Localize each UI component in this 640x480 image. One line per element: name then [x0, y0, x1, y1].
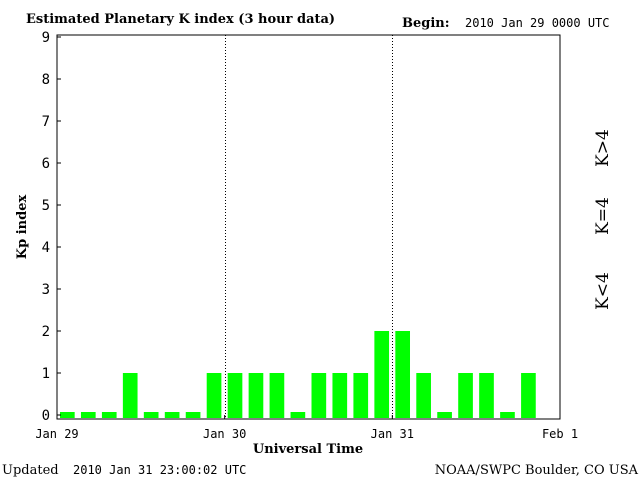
kp-bar [122, 373, 138, 418]
kp-bar [479, 373, 494, 418]
kp-bar [374, 331, 390, 418]
kp-bar [80, 412, 96, 418]
kp-bar [290, 412, 306, 418]
kp-bar [248, 373, 264, 418]
kp-bar [164, 412, 180, 418]
y-tick-label: 2 [42, 324, 50, 340]
kp-bar [395, 331, 411, 418]
kp-bar [332, 373, 348, 418]
chart-title: Estimated Planetary K index (3 hour data… [26, 12, 335, 27]
kp-bar [206, 373, 222, 418]
kp-bar [311, 373, 327, 418]
kp-bar [60, 412, 75, 418]
x-tick-label: Feb 1 [542, 427, 578, 441]
y-axis-label: Kp index [15, 195, 30, 260]
x-tick-label: Jan 30 [203, 427, 246, 441]
y-tick-label: 0 [42, 408, 50, 424]
x-tick-label: Jan 29 [35, 427, 78, 441]
begin-label: Begin: [402, 16, 450, 31]
legend-k-greater-4: K>4 [593, 129, 613, 167]
y-tick-label: 9 [42, 30, 50, 46]
begin-value: 2010 Jan 29 0000 UTC [465, 16, 610, 30]
y-tick-label: 6 [42, 156, 50, 172]
updated-label: Updated [2, 463, 59, 478]
kp-bar [521, 373, 536, 418]
updated-value: 2010 Jan 31 23:00:02 UTC [73, 463, 246, 477]
plot-area [56, 34, 561, 420]
kp-bar [185, 412, 201, 418]
y-tick-label: 7 [42, 114, 50, 130]
kp-bar [416, 373, 431, 418]
credit-text: NOAA/SWPC Boulder, CO USA [435, 463, 639, 478]
y-tick-label: 4 [42, 240, 50, 256]
legend-k-equal-4: K=4 [593, 197, 613, 235]
y-tick-label: 8 [42, 72, 50, 88]
kp-bar [101, 412, 117, 418]
kp-bar [353, 373, 369, 418]
x-axis-label: Universal Time [253, 442, 363, 457]
kp-bar [227, 373, 243, 418]
kp-bar [500, 412, 515, 418]
kp-bar [437, 412, 452, 418]
y-tick-label: 1 [42, 366, 50, 382]
legend-k-less-4: K<4 [593, 272, 613, 310]
kp-bar [269, 373, 285, 418]
kp-bar [458, 373, 473, 418]
y-tick-label: 3 [42, 282, 50, 298]
y-tick-label: 5 [42, 198, 50, 214]
kp-bar [143, 412, 159, 418]
x-tick-label: Jan 31 [371, 427, 414, 441]
